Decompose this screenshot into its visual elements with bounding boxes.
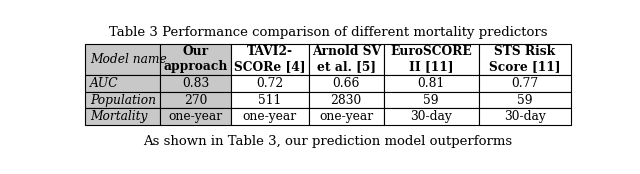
Bar: [160, 92, 231, 109]
Text: 511: 511: [258, 94, 282, 106]
Text: Population: Population: [90, 94, 156, 106]
Bar: [160, 44, 231, 75]
Text: one-year: one-year: [319, 110, 373, 123]
Bar: [308, 75, 384, 92]
Bar: [85, 44, 160, 75]
Bar: [231, 75, 308, 92]
Bar: [160, 75, 231, 92]
Text: 0.81: 0.81: [418, 77, 445, 90]
Bar: [308, 44, 384, 75]
Bar: [384, 109, 479, 125]
Bar: [479, 44, 571, 75]
Text: 0.72: 0.72: [256, 77, 284, 90]
Bar: [479, 75, 571, 92]
Text: As shown in Table 3, our prediction model outperforms: As shown in Table 3, our prediction mode…: [143, 135, 513, 148]
Bar: [231, 109, 308, 125]
Bar: [85, 109, 160, 125]
Text: 270: 270: [184, 94, 207, 106]
Text: 0.77: 0.77: [511, 77, 538, 90]
Bar: [479, 92, 571, 109]
Bar: [384, 75, 479, 92]
Text: 30-day: 30-day: [504, 110, 546, 123]
Text: one-year: one-year: [243, 110, 297, 123]
Text: Arnold SV
et al. [5]: Arnold SV et al. [5]: [312, 45, 381, 73]
Bar: [384, 92, 479, 109]
Bar: [85, 92, 160, 109]
Bar: [308, 109, 384, 125]
Text: 0.66: 0.66: [333, 77, 360, 90]
Text: Mortality: Mortality: [90, 110, 147, 123]
Bar: [479, 109, 571, 125]
Text: 30-day: 30-day: [410, 110, 452, 123]
Text: 59: 59: [424, 94, 439, 106]
Text: Table 3 Performance comparison of different mortality predictors: Table 3 Performance comparison of differ…: [109, 26, 547, 39]
Bar: [384, 44, 479, 75]
Bar: [231, 92, 308, 109]
Text: STS Risk
Score [11]: STS Risk Score [11]: [489, 45, 561, 73]
Text: one-year: one-year: [168, 110, 223, 123]
Bar: [85, 75, 160, 92]
Text: 2830: 2830: [331, 94, 362, 106]
Text: TAVI2-
SCORe [4]: TAVI2- SCORe [4]: [234, 45, 305, 73]
Text: EuroSCORE
II [11]: EuroSCORE II [11]: [390, 45, 472, 73]
Text: Model name: Model name: [90, 53, 166, 66]
Text: AUC: AUC: [90, 77, 118, 90]
Text: 59: 59: [517, 94, 532, 106]
Bar: [231, 44, 308, 75]
Text: Our
approach: Our approach: [163, 45, 228, 73]
Bar: [160, 109, 231, 125]
Text: 0.83: 0.83: [182, 77, 209, 90]
Bar: [308, 92, 384, 109]
